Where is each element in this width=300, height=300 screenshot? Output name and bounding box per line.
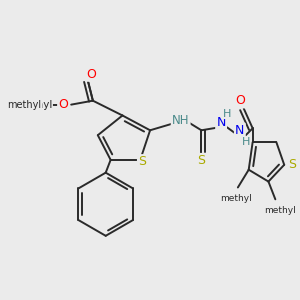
- Text: O: O: [58, 98, 68, 111]
- Text: H: H: [242, 137, 250, 147]
- Text: N: N: [235, 124, 244, 137]
- Text: O: O: [86, 68, 96, 81]
- Text: H: H: [223, 109, 231, 118]
- Text: methyl: methyl: [16, 100, 52, 110]
- Text: methyl: methyl: [220, 194, 252, 203]
- Text: NH: NH: [172, 114, 189, 127]
- Text: S: S: [138, 155, 146, 168]
- Text: methyl: methyl: [264, 206, 296, 215]
- Text: O: O: [235, 94, 245, 107]
- Text: S: S: [288, 158, 296, 171]
- Text: N: N: [216, 116, 226, 129]
- Text: S: S: [197, 154, 206, 167]
- Text: methyl: methyl: [8, 100, 42, 110]
